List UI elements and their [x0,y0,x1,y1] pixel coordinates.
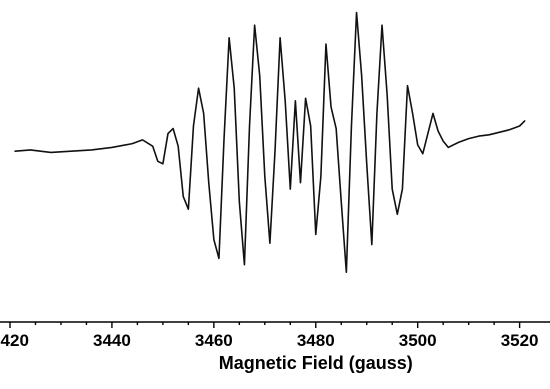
x-tick-label: 3480 [297,331,335,350]
x-tick-label: 3440 [93,331,131,350]
x-axis-tick-labels: 3420 3440 3460 3480 3500 3520 [0,331,539,350]
x-axis: 3420 3440 3460 3480 3500 3520 Magnetic Field … [0,321,550,373]
x-tick-label: 3460 [195,331,233,350]
epr-spectrum-line [14,11,526,274]
x-tick-label: 3520 [501,331,539,350]
x-axis-ticks [9,322,521,328]
x-tick-label: 3500 [399,331,437,350]
x-tick-label: 3420 [0,331,29,350]
x-axis-title: Magnetic Field (gauss) [219,353,413,373]
plot-area [14,11,526,274]
